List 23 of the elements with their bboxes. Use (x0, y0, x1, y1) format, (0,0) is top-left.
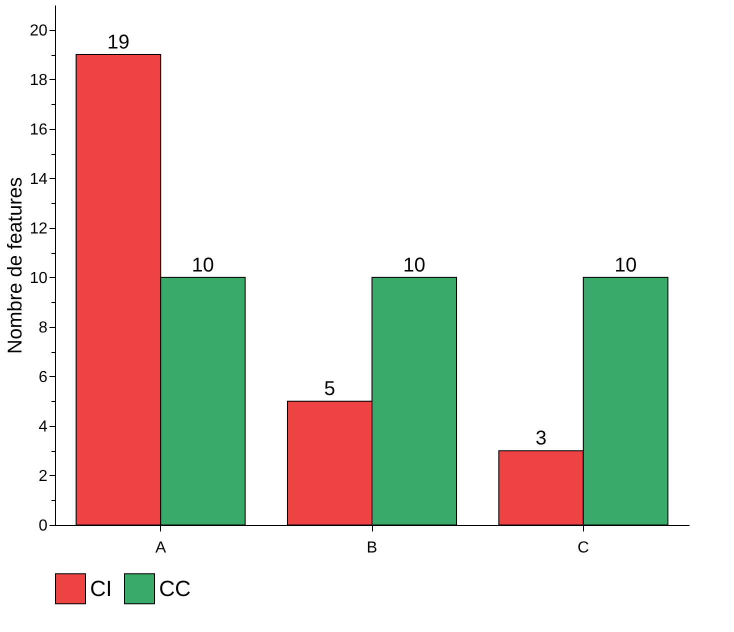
y-tick-label: 20 (30, 22, 48, 40)
data-label: 3 (536, 428, 547, 450)
y-tick-label: 0 (38, 518, 48, 534)
legend-label: CC (159, 576, 191, 601)
y-tick-label: 18 (30, 72, 48, 89)
y-tick-label: 12 (30, 220, 48, 238)
y-tick-label: 10 (30, 270, 48, 287)
x-tick-label: A (155, 540, 166, 556)
legend-label: CI (90, 576, 112, 601)
y-tick-label: 2 (38, 468, 48, 485)
y-tick-label: 6 (38, 368, 48, 386)
data-label: 10 (192, 254, 214, 276)
data-label: 10 (403, 254, 426, 276)
y-tick-label: 16 (30, 121, 48, 138)
y-tick-label: 14 (30, 170, 48, 188)
y-axis-title: Nombre de features (4, 177, 27, 354)
x-tick-label: C (578, 540, 590, 556)
data-label: 10 (614, 254, 637, 276)
data-label: 5 (324, 378, 336, 400)
x-tick-label: B (366, 540, 378, 556)
y-tick-label: 4 (38, 418, 48, 436)
data-label: 19 (107, 32, 130, 54)
y-tick-label: 8 (38, 319, 48, 336)
